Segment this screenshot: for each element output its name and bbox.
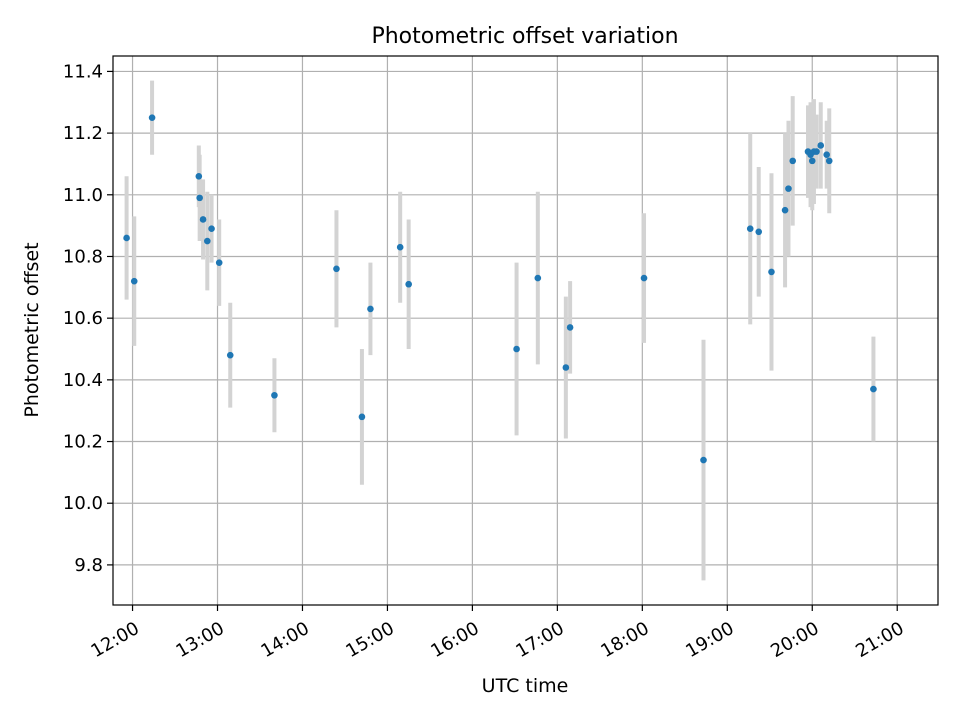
y-tick-label: 10.0	[63, 493, 103, 514]
data-point	[534, 274, 542, 282]
data-point	[755, 228, 763, 236]
data-point	[746, 225, 754, 233]
y-tick-label: 9.8	[74, 555, 103, 576]
data-point	[148, 114, 156, 121]
y-axis-label: Photometric offset	[21, 242, 43, 417]
y-tick-label: 11.0	[63, 185, 103, 206]
y-tick-label: 10.8	[63, 246, 103, 267]
y-tick-label: 11.2	[63, 123, 103, 144]
data-point	[640, 274, 648, 282]
data-point	[333, 265, 340, 273]
data-point	[271, 391, 278, 399]
y-axis-ticks: 9.8 10.0 10.2 10.4 10.6 10.8 11.0 11.2 11.4	[63, 61, 113, 576]
data-point	[195, 172, 203, 180]
data-point	[562, 364, 570, 371]
y-tick-label: 10.6	[63, 308, 103, 329]
data-point	[817, 142, 825, 149]
data-point	[700, 456, 707, 464]
data-point	[123, 234, 130, 242]
data-point	[768, 268, 775, 276]
data-point	[808, 157, 816, 165]
grid	[113, 56, 938, 605]
data-point	[870, 385, 877, 393]
data-point	[781, 206, 789, 214]
data-point	[208, 225, 215, 233]
data-point	[405, 280, 412, 288]
data-point	[215, 259, 223, 266]
data-point	[367, 305, 374, 313]
plot-frame	[112, 55, 939, 606]
data-point	[823, 151, 830, 158]
data-point	[396, 243, 404, 251]
data-point	[130, 277, 138, 285]
data-point	[789, 157, 797, 165]
y-tick-label: 11.4	[63, 61, 103, 82]
data-point	[813, 148, 820, 155]
data-point	[358, 413, 366, 421]
data-point	[199, 216, 207, 223]
y-tick-label: 10.2	[63, 432, 103, 453]
data-point	[196, 194, 203, 202]
data-point	[566, 324, 574, 331]
data-points	[123, 114, 877, 464]
y-tick-label: 10.4	[63, 370, 103, 391]
data-point	[825, 157, 833, 165]
data-point	[785, 185, 792, 192]
data-point	[226, 351, 234, 359]
x-axis-label: UTC time	[482, 675, 569, 697]
chart-title: Photometric offset variation	[371, 24, 678, 49]
data-point	[513, 345, 520, 353]
data-point	[204, 237, 211, 245]
